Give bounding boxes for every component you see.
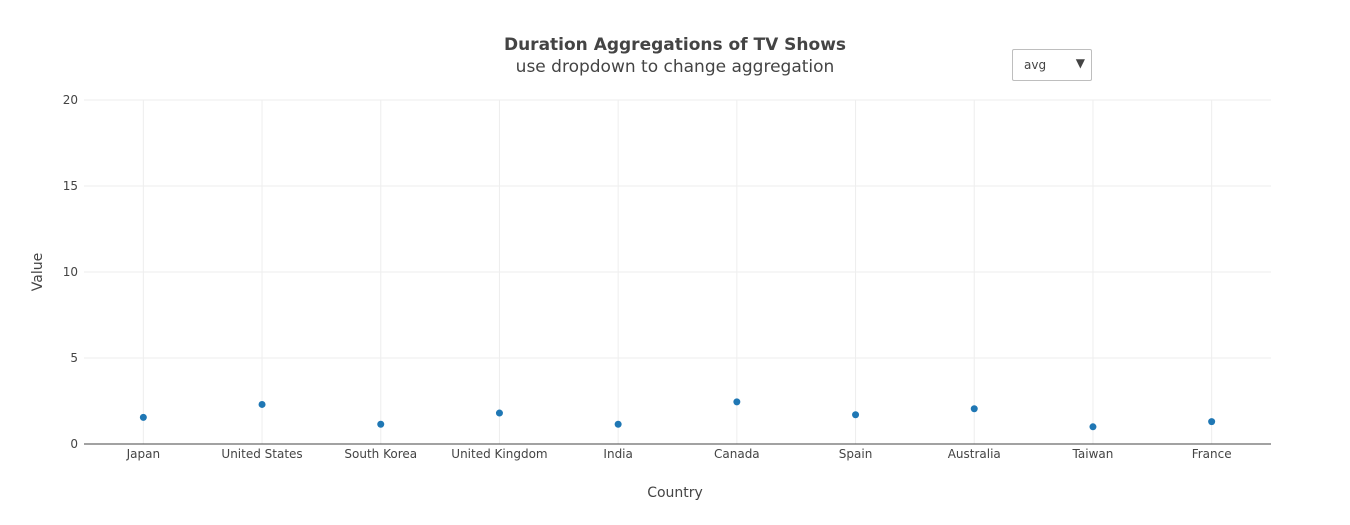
x-axis-title: Country xyxy=(647,485,703,501)
y-tick-label: 20 xyxy=(63,93,78,107)
y-axis-title: Value xyxy=(30,253,46,291)
chart-title: Duration Aggregations of TV Shows xyxy=(504,35,846,55)
grid-layer xyxy=(84,99,1271,444)
y-tick-label: 10 xyxy=(63,265,78,279)
x-tick-label: Canada xyxy=(714,447,760,461)
data-point[interactable] xyxy=(495,409,503,417)
data-point[interactable] xyxy=(733,398,741,406)
data-point[interactable] xyxy=(377,420,385,428)
x-tick-label: Taiwan xyxy=(1072,447,1114,461)
data-point[interactable] xyxy=(1208,418,1216,426)
data-point[interactable] xyxy=(258,400,266,408)
x-tick-label: Japan xyxy=(126,447,160,461)
triangle-down-icon: ▼ xyxy=(1075,56,1085,70)
aggregation-dropdown[interactable]: avg ▼ xyxy=(1012,49,1092,81)
x-tick-label: South Korea xyxy=(344,447,417,461)
y-tick-label: 5 xyxy=(70,351,78,365)
points-layer xyxy=(139,398,1216,431)
y-tick-label: 15 xyxy=(63,179,78,193)
x-tick-label: France xyxy=(1192,447,1232,461)
x-tick-label: Spain xyxy=(839,447,873,461)
x-tick-label: India xyxy=(603,447,632,461)
data-point[interactable] xyxy=(852,411,860,419)
x-tick-label: Australia xyxy=(948,447,1001,461)
data-point[interactable] xyxy=(139,413,147,421)
x-tick-label: United Kingdom xyxy=(451,447,547,461)
data-point[interactable] xyxy=(1089,423,1097,431)
data-point[interactable] xyxy=(970,405,978,413)
chart-subtitle: use dropdown to change aggregation xyxy=(516,57,835,77)
data-point[interactable] xyxy=(614,420,622,428)
y-tick-label: 0 xyxy=(70,437,78,451)
x-tick-label: United States xyxy=(221,447,302,461)
aggregation-dropdown-value: avg xyxy=(1024,58,1047,72)
axis-layer: 0 5 10 15 20 Japan United States South Korea Uni… xyxy=(63,93,1271,461)
